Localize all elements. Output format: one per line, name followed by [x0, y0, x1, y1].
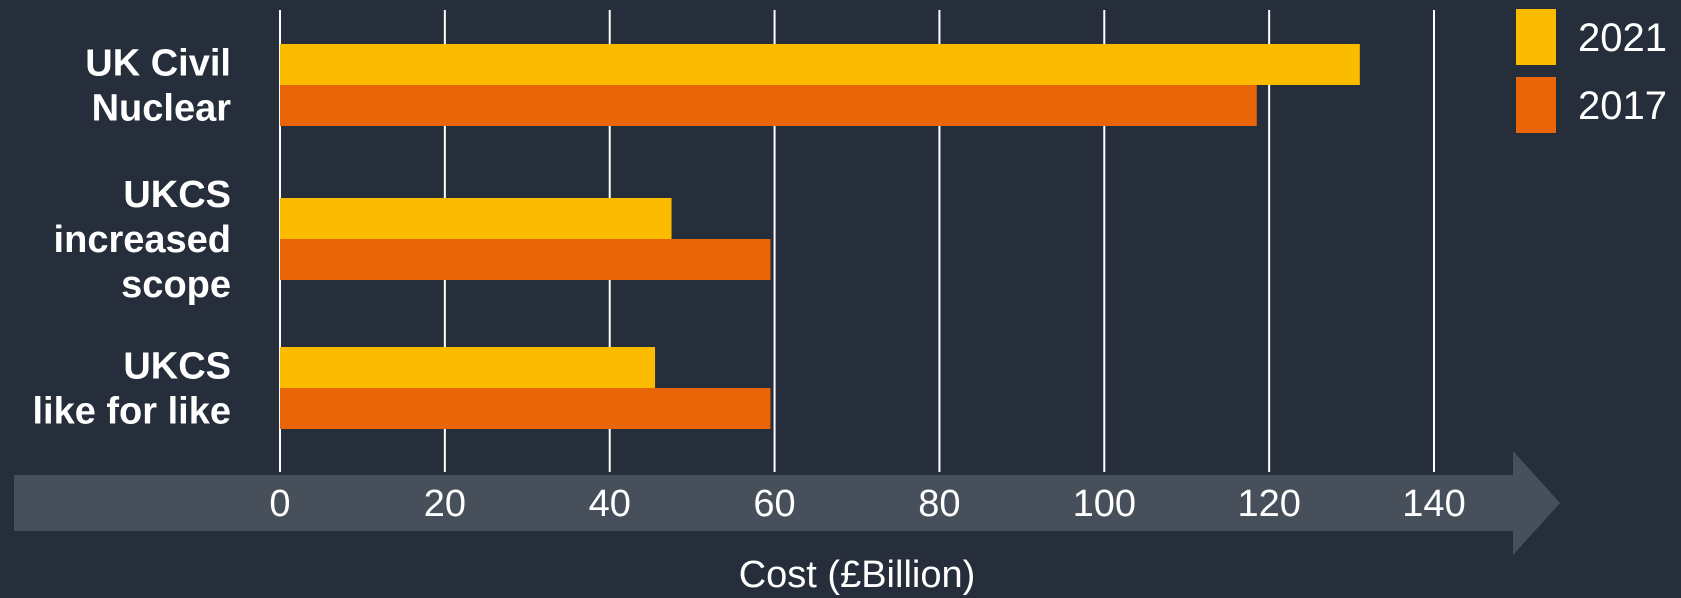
bar-2017: [280, 388, 771, 429]
category-label: Nuclear: [92, 88, 232, 130]
category-label: UKCS: [123, 346, 231, 388]
bars: [280, 44, 1360, 429]
x-axis-title: Cost (£Billion): [739, 554, 976, 596]
x-tick-label: 40: [589, 483, 631, 525]
x-axis-arrow: [14, 451, 1560, 555]
x-tick-label: 120: [1237, 483, 1300, 525]
x-tick-label: 60: [753, 483, 795, 525]
category-label: scope: [121, 264, 231, 306]
category-labels: UK CivilNuclearUKCSincreasedscopeUKCSlik…: [32, 43, 231, 433]
legend-swatch-2021: [1516, 9, 1556, 65]
bar-2017: [280, 85, 1257, 126]
x-tick-label: 140: [1402, 483, 1465, 525]
x-tick-label: 80: [918, 483, 960, 525]
bar-2021: [280, 347, 656, 388]
x-tick-label: 20: [424, 483, 466, 525]
legend-swatch-2017: [1516, 77, 1556, 133]
legend-label: 2021: [1578, 16, 1667, 60]
legend: 2021 2017: [1516, 9, 1667, 133]
category-label: UK Civil: [85, 43, 231, 85]
x-tick-label: 100: [1073, 483, 1136, 525]
category-label: like for like: [32, 391, 231, 433]
bar-2017: [280, 239, 771, 280]
category-label: UKCS: [123, 174, 231, 216]
x-tick-label: 0: [269, 483, 290, 525]
bar-2021: [280, 198, 672, 239]
category-label: increased: [54, 219, 231, 261]
bar-2021: [280, 44, 1360, 85]
legend-label: 2017: [1578, 84, 1667, 128]
x-tick-labels: 0 20 40 60 80 100 120 140: [269, 483, 1465, 525]
